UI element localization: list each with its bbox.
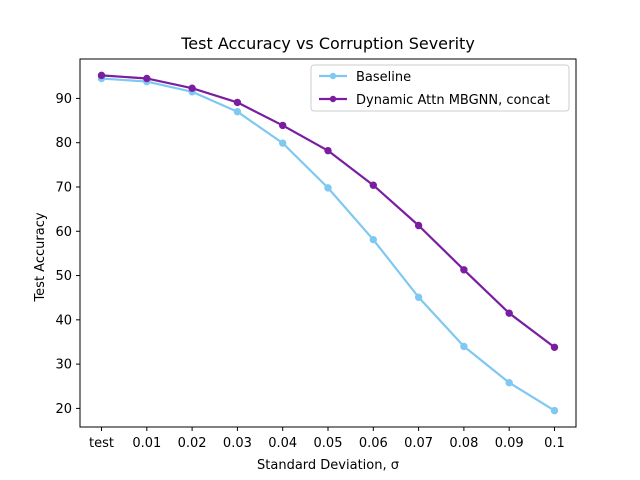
x-axis-ticks: test 0.01 0.02 0.03 0.04 0.05 0.06 0.07 0.08 0.09…	[89, 427, 565, 451]
series-line	[101, 77, 556, 412]
data-point	[324, 184, 332, 192]
data-point	[279, 139, 287, 147]
x-tick-label: 0.05	[314, 436, 343, 451]
data-point	[233, 98, 242, 107]
y-tick-label: 50	[55, 269, 72, 284]
x-tick-label: 0.1	[544, 436, 565, 451]
data-point	[188, 84, 196, 92]
x-tick-label: 0.08	[449, 436, 478, 451]
data-point	[550, 343, 559, 351]
data-point	[369, 181, 377, 189]
series-dynamic-attn	[97, 71, 559, 351]
x-tick-label: 0.02	[178, 436, 207, 451]
data-point	[143, 74, 151, 83]
x-tick-label: 0.01	[132, 436, 161, 451]
x-tick-label: 0.04	[268, 436, 297, 451]
data-point	[505, 379, 513, 387]
series-line	[101, 74, 556, 349]
x-tick-label: 0.06	[359, 436, 388, 451]
y-tick-label: 90	[55, 92, 72, 107]
legend: Baseline Dynamic Attn MBGNN, concat	[310, 64, 570, 112]
data-point	[233, 107, 242, 116]
legend-label: Dynamic Attn MBGNN, concat	[356, 93, 550, 108]
data-point	[369, 235, 377, 244]
series-baseline	[97, 74, 559, 415]
data-point	[414, 221, 423, 230]
x-tick-label: 0.07	[404, 436, 433, 451]
plot-area	[79, 58, 577, 428]
y-tick-label: 60	[55, 225, 72, 240]
data-point	[460, 266, 468, 274]
y-tick-label: 70	[55, 180, 72, 195]
x-tick-label: 0.09	[495, 436, 524, 451]
y-axis-label: Test Accuracy	[33, 212, 48, 302]
data-point	[324, 146, 332, 155]
chart-title: Test Accuracy vs Corruption Severity	[180, 34, 475, 53]
x-tick-label: 0.03	[223, 436, 252, 451]
data-point	[97, 71, 106, 80]
data-point	[279, 121, 287, 130]
data-point	[505, 309, 513, 317]
data-point	[550, 406, 559, 415]
x-tick-label: test	[89, 436, 114, 451]
y-axis-ticks: 20 30 40 50 60 70 80 90	[55, 92, 80, 417]
legend-marker	[329, 72, 337, 80]
y-tick-label: 20	[55, 402, 72, 417]
y-tick-label: 30	[55, 358, 72, 373]
y-tick-label: 40	[55, 313, 72, 328]
legend-box	[310, 64, 570, 112]
legend-label: Baseline	[356, 70, 411, 85]
data-point	[414, 293, 423, 301]
axes-frame	[79, 58, 577, 428]
series-layer	[97, 71, 559, 415]
x-axis-label: Standard Deviation, σ	[257, 458, 399, 473]
legend-marker	[329, 95, 337, 103]
y-tick-label: 80	[55, 136, 72, 151]
legend-item: Baseline	[319, 70, 411, 85]
data-point	[460, 342, 468, 351]
legend-item: Dynamic Attn MBGNN, concat	[319, 93, 550, 108]
